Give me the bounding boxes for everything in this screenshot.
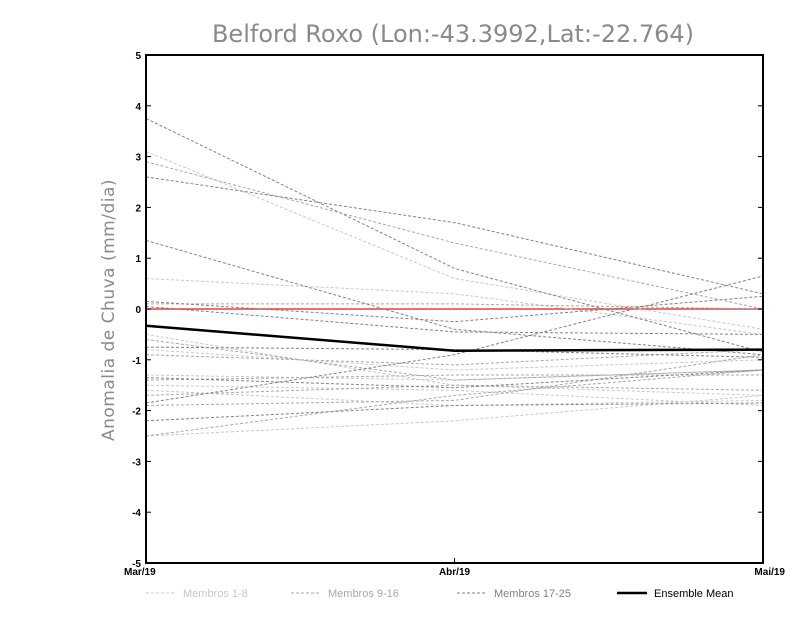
- y-tick-label: -1: [132, 356, 141, 367]
- x-tick-label: Mai/19: [754, 567, 785, 578]
- y-tick-label: -2: [132, 407, 141, 418]
- series-line-member-22: [145, 346, 764, 358]
- y-tick-label: -4: [132, 508, 141, 519]
- series-line-member-4: [145, 369, 764, 381]
- series-line-member-13: [145, 354, 764, 406]
- series-line-member-21: [145, 306, 764, 335]
- y-tick-label: 1: [135, 254, 141, 265]
- y-axis-label: Anomalia de Chuva (mm/dia): [99, 179, 119, 441]
- series-line-member-2: [145, 278, 764, 335]
- series-line-member-12: [145, 374, 763, 381]
- series-line-member-16: [145, 384, 764, 396]
- series-line-member-5: [145, 389, 764, 407]
- series-line-member-11: [145, 339, 764, 381]
- series-line-member-10: [146, 303, 764, 310]
- legend-label-3: Membros 17-25: [494, 588, 571, 600]
- series-line-ensemble-mean: [145, 324, 764, 352]
- series-line-member-24: [145, 275, 764, 404]
- legend: Membros 1-8 Membros 9-16 Membros 17-25 Ense…: [146, 588, 734, 600]
- legend-label-4: Ensemble Mean: [654, 588, 734, 600]
- series-line-member-8: [145, 384, 764, 406]
- y-tick-label: -5: [132, 559, 141, 570]
- y-tick-label: 0: [135, 305, 141, 316]
- series-line-member-1: [145, 151, 764, 330]
- legend-label-2: Membros 9-16: [328, 588, 399, 600]
- x-tick-label: Abr/19: [439, 567, 471, 578]
- plot-area: -5 -4 -3 -2 -1 0 1 2 3 4 5 Mar/19 Abr/19 Mai/19: [124, 51, 785, 578]
- series-line-member-18: [145, 176, 764, 295]
- series-line-member-7: [145, 349, 764, 371]
- series-line-member-19: [145, 239, 764, 356]
- x-tick-label: Mar/19: [124, 567, 156, 578]
- y-tick-label: 2: [135, 203, 141, 214]
- series-line-member-15: [145, 349, 764, 366]
- series-line-member-3: [145, 333, 764, 396]
- series-line-member-14: [145, 369, 764, 437]
- series-line-member-9: [145, 161, 764, 310]
- series-line-member-20: [145, 295, 764, 323]
- y-tick-label: 5: [135, 51, 141, 62]
- legend-label-1: Membros 1-8: [183, 588, 248, 600]
- series-line-member-25: [145, 402, 764, 422]
- y-tick-label: 3: [135, 153, 141, 164]
- y-tick-label: 4: [135, 102, 141, 113]
- series-line-member-17: [145, 118, 764, 353]
- series-line-member-6: [145, 394, 764, 437]
- series-line-member-23: [145, 369, 764, 389]
- y-tick-label: -3: [132, 457, 141, 468]
- chart-title: Belford Roxo (Lon:-43.3992,Lat:-22.764): [212, 20, 694, 48]
